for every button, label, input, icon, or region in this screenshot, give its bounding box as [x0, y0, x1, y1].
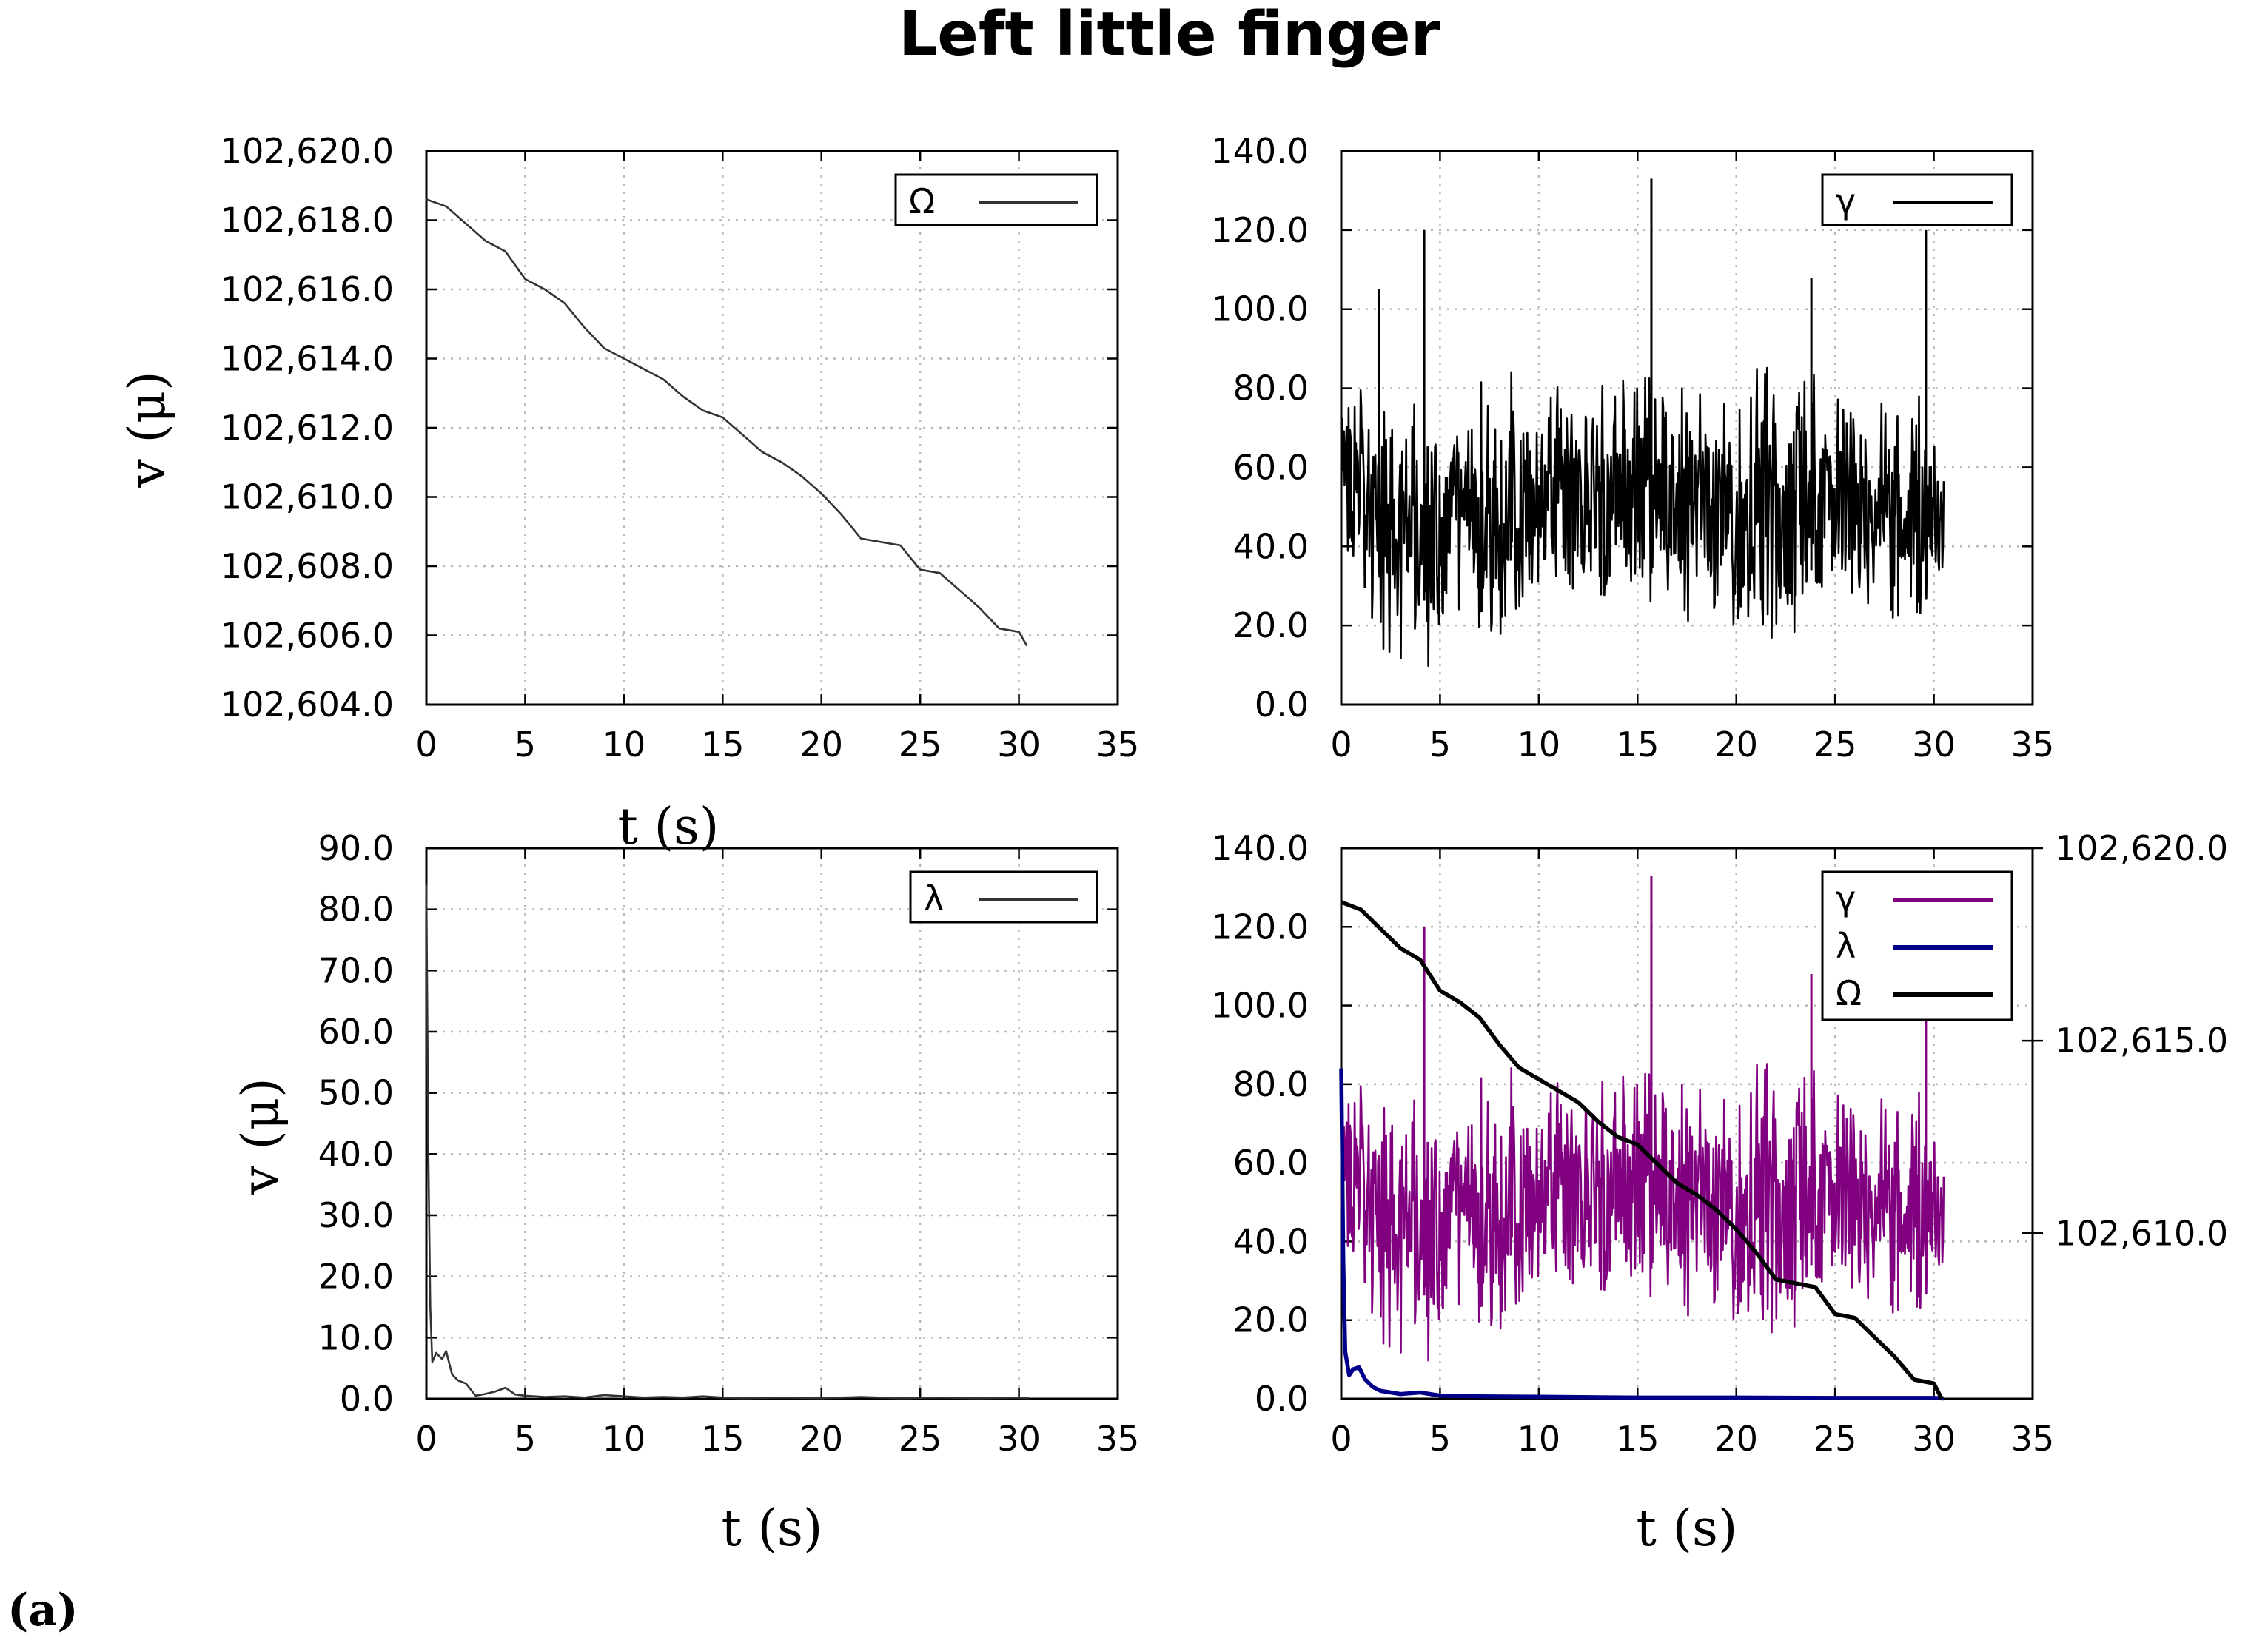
panels: 0 5 10 15 20 25 30 35 102,604.0 102,606.0 102,608.…	[118, 131, 2228, 1558]
y-tick-label: 102,612.0	[221, 408, 394, 448]
y-tick-label: 102,616.0	[221, 269, 394, 309]
x-tick-label: 15	[1616, 1419, 1660, 1459]
x-tick-label: 15	[701, 725, 745, 765]
x-tick-label: 20	[799, 725, 843, 765]
series-line-λ	[1339, 1068, 1945, 1401]
legend-label: λ	[924, 879, 944, 918]
x-tick-label: 25	[899, 1419, 942, 1459]
x-tick-label: 5	[514, 1419, 536, 1459]
x-tick-label: 25	[1814, 725, 1857, 765]
y-tick-label: 102,620.0	[221, 131, 394, 171]
y-tick-label: 102,606.0	[221, 616, 394, 656]
plot-frame	[425, 847, 1119, 1400]
y-tick-label: 0.0	[340, 1379, 394, 1419]
y-tick-label: 102,618.0	[221, 201, 394, 241]
x-tick-label: 35	[1096, 1419, 1140, 1459]
x-axis-label: t (s)	[722, 1499, 823, 1558]
y-tick-label: 20.0	[318, 1257, 394, 1297]
x-tick-label: 5	[1429, 725, 1451, 765]
chart-panel-bottom-left: 0 5 10 15 20 25 30 35 0.0 10.0 20.0 30.0 40.0 50.0 60.…	[232, 828, 1139, 1558]
y-axis-label: v (μ)	[232, 1078, 290, 1195]
legend-label: γ	[1836, 181, 1856, 221]
x-tick-label: 30	[997, 725, 1041, 765]
x-axis-label: t (s)	[1637, 1499, 1738, 1558]
x-tick-label: 20	[1714, 725, 1758, 765]
y-tick-label: 0.0	[1255, 1379, 1309, 1419]
x-tick-label: 0	[1330, 1419, 1352, 1459]
y-tick-label: 102,610.0	[221, 477, 394, 517]
y-tick-label: 20.0	[1233, 1300, 1309, 1340]
x-tick-label: 35	[2011, 725, 2055, 765]
x-tick-label: 5	[1429, 1419, 1451, 1459]
legend-label: λ	[1836, 926, 1856, 966]
y-tick-label: 100.0	[1211, 289, 1309, 329]
x-tick-label: 25	[1814, 1419, 1857, 1459]
x-tick-label: 30	[1912, 725, 1956, 765]
x-tick-label: 10	[1517, 1419, 1561, 1459]
y-tick-label: 10.0	[318, 1317, 394, 1357]
x-tick-label: 10	[603, 1419, 646, 1459]
y-tick-label: 140.0	[1211, 131, 1309, 171]
y-axis-label: v (μ)	[118, 371, 177, 488]
y2-tick-label: 102,610.0	[2055, 1213, 2228, 1253]
x-tick-label: 35	[1096, 725, 1140, 765]
panel-label: (a)	[7, 1585, 78, 1636]
y-tick-label: 90.0	[318, 828, 394, 868]
series-line-λ	[425, 884, 1029, 1400]
series-line-Ω	[1341, 900, 1944, 1400]
x-tick-label: 10	[603, 725, 646, 765]
y-tick-label: 80.0	[1233, 369, 1309, 409]
y2-tick-label: 102,615.0	[2055, 1021, 2228, 1061]
legend-label: γ	[1836, 879, 1856, 918]
x-tick-label: 5	[514, 725, 536, 765]
y-tick-label: 80.0	[1233, 1064, 1309, 1104]
series-line-γ	[1340, 1063, 1945, 1362]
y2-tick-label: 102,620.0	[2055, 828, 2228, 868]
x-tick-label: 0	[415, 725, 437, 765]
x-tick-label: 30	[997, 1419, 1041, 1459]
figure-title: Left little finger	[899, 0, 1441, 70]
x-tick-label: 25	[899, 725, 942, 765]
y-tick-label: 40.0	[1233, 1221, 1309, 1261]
x-tick-label: 0	[415, 1419, 437, 1459]
x-tick-label: 15	[701, 1419, 745, 1459]
chart-panel-top-right: 0 5 10 15 20 25 30 35 0.0 20.0 40.0 60.0 80.0 100.0 12…	[1211, 131, 2054, 765]
x-tick-label: 0	[1330, 725, 1352, 765]
legend-box	[894, 173, 1098, 226]
y-tick-label: 80.0	[318, 890, 394, 930]
legend-box	[1821, 173, 2013, 226]
y-tick-label: 140.0	[1211, 828, 1309, 868]
y-tick-label: 120.0	[1211, 210, 1309, 250]
x-tick-label: 30	[1912, 1419, 1956, 1459]
legend-label: Ω	[1836, 973, 1862, 1013]
chart-panel-bottom-right: 0 5 10 15 20 25 30 35 0.0 20.0 40.0 60.0 80.0 100.0 12…	[1211, 828, 2228, 1558]
y-tick-label: 102,608.0	[221, 546, 394, 586]
series-line-Ω	[426, 198, 1028, 647]
y-tick-label: 0.0	[1255, 685, 1309, 725]
y-tick-label: 60.0	[1233, 1143, 1309, 1183]
y-tick-label: 50.0	[318, 1073, 394, 1113]
legend-label: Ω	[909, 181, 935, 221]
y-tick-label: 30.0	[318, 1195, 394, 1235]
series-line-γ	[1340, 366, 1945, 668]
legend-box	[909, 870, 1098, 924]
y-tick-label: 60.0	[318, 1012, 394, 1052]
y-tick-label: 102,614.0	[221, 339, 394, 379]
x-tick-label: 15	[1616, 725, 1660, 765]
y-tick-label: 120.0	[1211, 907, 1309, 947]
y-tick-label: 40.0	[1233, 526, 1309, 566]
x-axis-label: t (s)	[618, 798, 719, 856]
chart-panel-top-left: 0 5 10 15 20 25 30 35 102,604.0 102,606.0 102,608.…	[118, 131, 1139, 856]
y-tick-label: 60.0	[1233, 447, 1309, 487]
y-tick-label: 20.0	[1233, 605, 1309, 645]
y-tick-label: 70.0	[318, 950, 394, 990]
x-tick-label: 20	[1714, 1419, 1758, 1459]
y-tick-label: 40.0	[318, 1134, 394, 1174]
y-tick-label: 102,604.0	[221, 685, 394, 725]
x-tick-label: 20	[799, 1419, 843, 1459]
y-tick-label: 100.0	[1211, 986, 1309, 1026]
x-tick-label: 35	[2011, 1419, 2055, 1459]
x-tick-label: 10	[1517, 725, 1561, 765]
